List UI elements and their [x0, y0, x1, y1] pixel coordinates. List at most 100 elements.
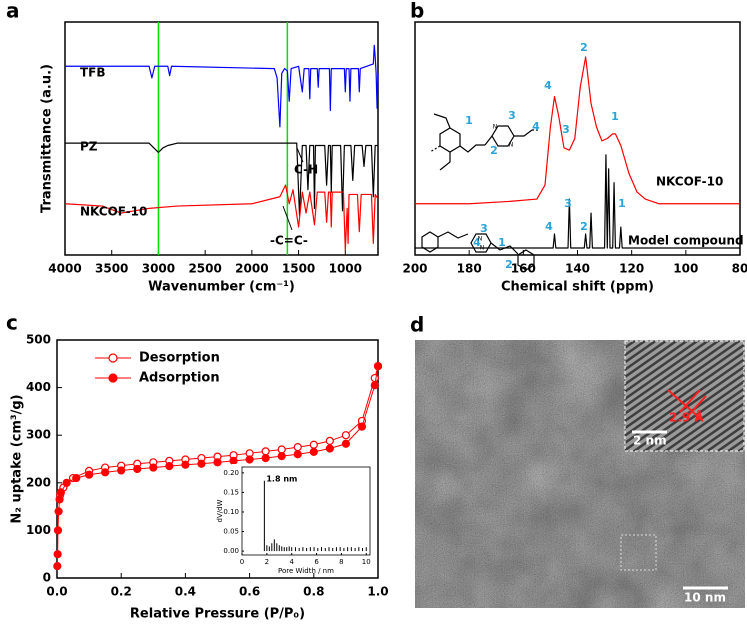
- fringe-arrow: [667, 389, 703, 421]
- data-point: [62, 478, 71, 487]
- x-tick-label: 10: [362, 558, 371, 566]
- bar: [343, 547, 345, 552]
- atom-label: N: [509, 142, 514, 149]
- x-tick-label: 0.2: [111, 585, 132, 599]
- annotation: -C=C-: [270, 234, 308, 248]
- bar: [321, 547, 323, 552]
- x-axis-title: Chemical shift (ppm): [501, 280, 654, 295]
- peak-label: 1: [498, 236, 506, 249]
- series-line: [65, 142, 378, 216]
- bar: [306, 547, 308, 552]
- inset-x-title: Pore Width / nm: [278, 567, 334, 575]
- y-axis-title: N₂ uptake (cm³/g): [10, 394, 25, 523]
- series-label: NKCOF-10: [80, 205, 147, 219]
- x-tick-label: 1000: [329, 262, 362, 276]
- bar: [281, 546, 283, 552]
- fringe-mark: [679, 389, 701, 413]
- x-tick-label: 180: [457, 262, 482, 276]
- bar: [278, 545, 280, 552]
- peak-label: 2: [580, 220, 588, 233]
- bar: [328, 547, 330, 552]
- legend-marker: [108, 373, 118, 383]
- x-tick-label: 0.4: [175, 585, 196, 599]
- peak-label: 1: [465, 114, 473, 127]
- data-point: [309, 440, 318, 449]
- x-tick-label: 140: [565, 262, 590, 276]
- x-tick-label: 6: [314, 558, 319, 566]
- bar: [273, 539, 275, 552]
- bar: [298, 547, 300, 552]
- x-tick-label: 8: [339, 558, 343, 566]
- data-point: [261, 453, 270, 463]
- peak-label: 1: [618, 197, 626, 210]
- data-point: [245, 455, 254, 464]
- bar: [332, 547, 334, 552]
- annotation-arrow: [282, 205, 293, 231]
- x-tick-label: 3000: [142, 262, 175, 276]
- tem-inset: [624, 340, 745, 452]
- x-tick-label: 0.0: [46, 585, 67, 599]
- molecule-top: [429, 113, 540, 171]
- x-tick-label: 2: [265, 558, 269, 566]
- bar: [266, 545, 268, 552]
- x-tick-label: 80: [732, 262, 747, 276]
- x-tick-label: 100: [673, 262, 698, 276]
- atom-label: N: [478, 236, 483, 243]
- fringe-mark: [685, 395, 707, 419]
- data-point: [84, 470, 94, 479]
- atom-label: N: [480, 245, 485, 252]
- x-tick-label: 200: [402, 262, 427, 276]
- spacing-label: 2.9 Å: [669, 410, 704, 425]
- x-axis-title: Wavenumber (cm⁻¹): [148, 280, 295, 295]
- data-point: [370, 381, 379, 390]
- bar: [347, 547, 349, 552]
- data-point: [277, 452, 286, 461]
- panel-label: d: [410, 313, 424, 337]
- bar: [358, 547, 360, 552]
- peak-label: 4: [545, 220, 553, 233]
- data-point: [133, 464, 142, 474]
- y-tick-label: 200: [26, 475, 51, 489]
- x-tick-label: 1500: [282, 262, 315, 276]
- peak-label: 2: [580, 41, 588, 54]
- x-tick-label: 0: [240, 558, 244, 566]
- inset-background: [232, 464, 373, 560]
- data-point: [117, 466, 126, 475]
- panel-label: c: [6, 311, 18, 335]
- x-tick-label: 4000: [48, 262, 81, 276]
- data-point: [373, 362, 383, 371]
- x-tick-label: 160: [511, 262, 536, 276]
- bar: [271, 543, 273, 552]
- plot-frame: [414, 21, 741, 256]
- inset-annotation: 1.8 nm: [266, 475, 297, 484]
- series-label: TFB: [80, 66, 106, 80]
- bar: [286, 547, 288, 552]
- data-point: [55, 495, 64, 504]
- bar: [313, 547, 315, 552]
- bar: [294, 547, 296, 552]
- bar: [362, 547, 364, 552]
- peak-label: 4: [532, 120, 540, 133]
- inset-scale-label: 2 nm: [633, 434, 667, 448]
- bar: [263, 480, 265, 552]
- atom-label: N: [493, 124, 498, 131]
- bar: [324, 547, 326, 552]
- y-axis-title: Transmittance (a.u.): [40, 64, 55, 213]
- bar: [283, 547, 285, 552]
- selection-box: [620, 534, 657, 571]
- bar: [335, 547, 337, 552]
- legend-label: Adsorption: [139, 371, 220, 386]
- series-line: [64, 184, 379, 251]
- plot-frame: [241, 466, 371, 556]
- data-point: [261, 447, 270, 456]
- data-point: [53, 550, 62, 559]
- x-tick-label: 3500: [95, 262, 128, 276]
- bar: [365, 547, 367, 552]
- data-point: [277, 445, 286, 454]
- y-tick-label: 0.00: [223, 547, 239, 555]
- data-point: [53, 561, 62, 571]
- peak-label: 4: [473, 236, 481, 249]
- legend-marker: [108, 353, 118, 363]
- panel-label: b: [410, 0, 424, 23]
- bar: [354, 547, 356, 552]
